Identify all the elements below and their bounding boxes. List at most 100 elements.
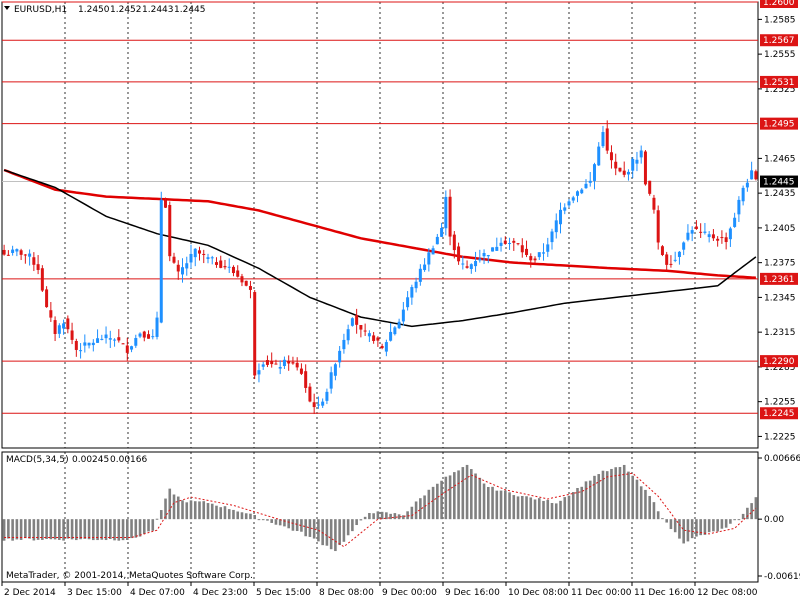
candle-body — [482, 252, 486, 257]
candle-body — [580, 189, 584, 194]
candle-body — [503, 240, 507, 244]
macd-bar — [533, 499, 537, 520]
candle-body — [550, 231, 554, 243]
macd-bar — [41, 519, 44, 540]
candle-body — [652, 197, 656, 210]
candle-body — [138, 333, 142, 337]
macd-bar — [257, 519, 261, 521]
macd-bar — [750, 503, 753, 520]
macd-bar — [125, 519, 129, 540]
candle-body — [622, 170, 626, 175]
macd-bar — [53, 519, 57, 540]
macd-bar — [363, 516, 367, 520]
level-price-label: 1.2495 — [763, 120, 795, 130]
candle-body — [686, 232, 690, 240]
fast-moving-average-line — [3, 169, 757, 328]
candle-body — [457, 246, 461, 262]
macd-bar — [537, 498, 541, 520]
candle-body — [70, 330, 74, 340]
candle-body — [542, 252, 546, 254]
macd-value-main: 0.00245 — [72, 455, 109, 465]
candle-body — [563, 207, 567, 211]
candle-body — [571, 197, 575, 201]
macd-bar — [75, 519, 78, 541]
candle-body — [304, 371, 308, 388]
candle-body — [147, 334, 151, 339]
candle-body — [520, 245, 524, 253]
candle-body — [66, 318, 70, 330]
candles-layer — [2, 120, 758, 415]
candle-body — [181, 267, 185, 275]
candle-body — [575, 191, 579, 196]
macd-bar — [406, 511, 409, 520]
candle-body — [270, 361, 274, 365]
candle-body — [338, 350, 342, 363]
macd-bar — [737, 519, 741, 521]
candle-body — [626, 171, 630, 175]
candle-body — [592, 164, 596, 181]
macd-bar — [457, 470, 460, 520]
candle-body — [491, 247, 495, 252]
macd-bar — [227, 509, 231, 520]
macd-y-tick-label: 0.00 — [764, 515, 784, 525]
candle-body — [690, 230, 694, 234]
y-tick-label: 1.2285 — [764, 363, 796, 373]
macd-bar — [308, 519, 312, 537]
candle-body — [376, 337, 380, 341]
macd-bar — [351, 519, 354, 532]
candle-body — [308, 386, 312, 402]
candle-body — [223, 266, 227, 268]
candle-body — [40, 268, 44, 291]
candle-body — [321, 401, 325, 406]
candle-body — [45, 289, 49, 308]
y-tick-label: 1.2255 — [764, 398, 796, 408]
candle-body — [716, 238, 720, 241]
y-tick-label: 1.2225 — [764, 432, 796, 442]
x-tick-label: 8 Dec 08:00 — [319, 588, 374, 598]
y-tick-label: 1.2525 — [764, 85, 796, 95]
macd-bar — [482, 483, 486, 520]
candle-body — [677, 251, 681, 257]
candle-body — [164, 200, 168, 208]
macd-bar — [58, 519, 61, 540]
candle-body — [372, 335, 376, 341]
macd-bar — [334, 519, 337, 552]
macd-bar — [627, 471, 630, 520]
macd-bar — [720, 519, 724, 529]
candle-body — [605, 128, 609, 151]
macd-bar — [380, 511, 384, 520]
macd-bar — [444, 476, 448, 520]
candle-body — [384, 342, 388, 352]
candle-body — [189, 253, 193, 263]
candle-body — [79, 350, 83, 352]
macd-bar — [495, 490, 499, 520]
candle-body — [96, 338, 100, 343]
macd-bar — [576, 488, 579, 520]
macd-bar — [605, 471, 609, 520]
candle-body — [656, 210, 660, 243]
macd-bar — [346, 519, 350, 536]
macd-bar — [610, 468, 613, 520]
macd-bar — [546, 499, 550, 520]
macd-bar — [516, 496, 520, 520]
macd-bar — [138, 519, 142, 537]
macd-bar — [32, 519, 36, 541]
macd-bar — [270, 519, 273, 523]
candle-body — [83, 342, 87, 346]
candle-body — [91, 342, 95, 346]
candle-body — [219, 260, 223, 268]
candle-body — [28, 253, 32, 257]
y-tick-label: 1.2435 — [764, 189, 796, 199]
macd-bar — [7, 519, 10, 539]
candle-body — [495, 246, 499, 251]
macd-bar — [219, 507, 223, 520]
macd-bar — [618, 467, 622, 520]
macd-bar — [329, 519, 333, 550]
candle-body — [508, 242, 512, 244]
ohlc-high: 1.2452 — [110, 5, 142, 15]
chevron-down-icon — [4, 6, 10, 10]
candle-body — [397, 321, 401, 329]
candle-body — [227, 266, 231, 268]
